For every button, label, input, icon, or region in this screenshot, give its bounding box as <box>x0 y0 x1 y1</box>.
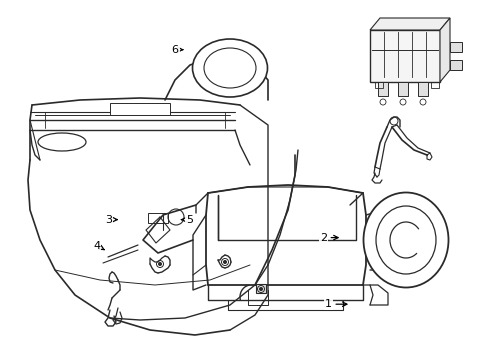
Text: 2: 2 <box>320 233 337 243</box>
Bar <box>256 284 265 293</box>
Bar <box>430 82 438 88</box>
Text: 4: 4 <box>93 240 104 251</box>
Bar <box>374 82 382 88</box>
Text: 6: 6 <box>171 45 183 55</box>
Bar <box>449 42 461 52</box>
Bar <box>148 213 168 223</box>
Bar <box>417 82 427 96</box>
Bar <box>377 82 387 96</box>
Ellipse shape <box>363 193 447 288</box>
Text: 1: 1 <box>325 299 346 309</box>
Polygon shape <box>369 18 449 30</box>
Circle shape <box>259 288 262 291</box>
Text: 3: 3 <box>105 215 117 225</box>
Bar <box>397 82 407 96</box>
Ellipse shape <box>38 133 86 151</box>
Bar <box>449 60 461 70</box>
Bar <box>110 103 170 115</box>
Bar <box>369 30 439 82</box>
Ellipse shape <box>192 39 267 97</box>
Circle shape <box>223 261 226 264</box>
Text: 5: 5 <box>181 215 193 225</box>
Polygon shape <box>439 18 449 82</box>
Circle shape <box>158 262 161 266</box>
